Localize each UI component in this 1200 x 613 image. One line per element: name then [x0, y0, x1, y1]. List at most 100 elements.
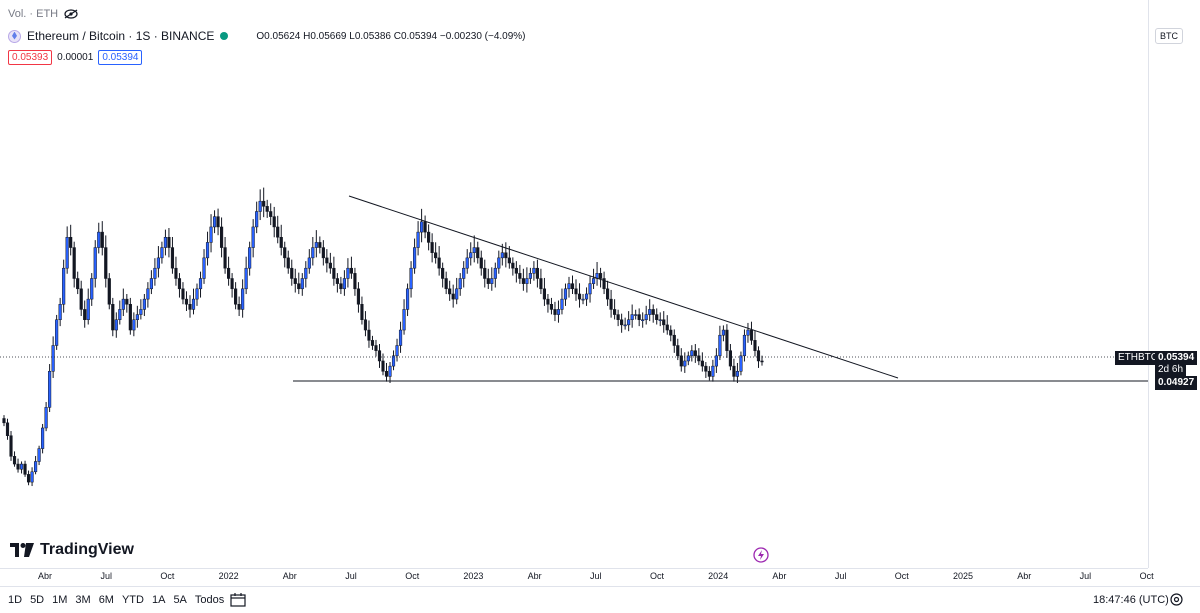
market-open-icon — [220, 32, 229, 40]
ethereum-icon — [8, 29, 21, 43]
candle-up — [30, 471, 34, 483]
candle-down — [76, 278, 80, 290]
candle-up — [142, 298, 146, 310]
candle-up — [490, 278, 494, 284]
candle-up — [581, 298, 585, 301]
candle-up — [567, 283, 571, 290]
candle-up — [93, 247, 97, 279]
eye-off-icon[interactable] — [64, 9, 78, 19]
candle-down — [616, 314, 620, 320]
candle-up — [135, 314, 139, 320]
candle-down — [676, 345, 680, 357]
candle-down — [339, 283, 343, 290]
candle-down — [511, 262, 515, 269]
bid-ask-row: 0.05393 0.00001 0.05394 — [8, 50, 143, 65]
candle-down — [170, 247, 175, 269]
symbol-title[interactable]: Ethereum / Bitcoin · 1S · BINANCE — [27, 29, 215, 43]
lightning-icon[interactable] — [753, 547, 769, 563]
candle-up — [497, 257, 501, 269]
candle-down — [12, 456, 17, 465]
candle-up — [420, 221, 424, 233]
x-tick-label: 2023 — [463, 571, 483, 581]
sell-price-box[interactable]: 0.05393 — [8, 50, 53, 65]
candle-down — [451, 293, 455, 300]
candle-down — [353, 273, 357, 290]
x-tick-label: Oct — [160, 571, 175, 581]
candle-down — [637, 314, 641, 320]
candle-down — [609, 298, 613, 310]
candle-up — [462, 267, 466, 279]
candle-up — [714, 355, 718, 367]
candle-down — [704, 365, 708, 372]
candle-up — [202, 257, 206, 279]
candle-up — [630, 314, 634, 320]
candle-down — [265, 206, 269, 212]
candle-up — [560, 298, 564, 310]
price-axis[interactable] — [1148, 0, 1200, 568]
candle-down — [756, 350, 761, 362]
candle-down — [693, 350, 697, 357]
candle-up — [455, 288, 459, 300]
bottom-toolbar: 1D 5D 1M 3M 6M YTD 1A 5A Todos 18:47:46 … — [0, 586, 1200, 613]
candle-down — [349, 267, 354, 274]
candle-up — [465, 257, 469, 269]
currency-button[interactable]: BTC — [1155, 28, 1183, 44]
candle-up — [58, 304, 62, 320]
range-5a[interactable]: 5A — [173, 594, 187, 606]
settings-icon[interactable] — [1170, 593, 1183, 606]
candle-up — [244, 267, 248, 290]
x-tick-label: Oct — [405, 571, 420, 581]
clock[interactable]: 18:47:46 (UTC) — [1093, 594, 1169, 606]
range-1d[interactable]: 1D — [8, 594, 23, 606]
candle-down — [448, 288, 452, 295]
candle-down — [542, 288, 547, 300]
range-1a[interactable]: 1A — [151, 594, 166, 606]
candle-down — [507, 257, 511, 264]
candle-down — [598, 273, 603, 279]
candle-down — [276, 226, 280, 238]
candle-down — [384, 371, 389, 377]
candle-down — [535, 267, 539, 279]
candle-down — [188, 304, 192, 310]
buy-price-box[interactable]: 0.05394 — [98, 50, 143, 65]
candle-down — [360, 304, 364, 320]
candle-up — [160, 247, 164, 259]
candle-up — [149, 278, 153, 290]
time-axis[interactable] — [0, 568, 1148, 587]
tradingview-logo[interactable]: TradingView — [10, 541, 134, 559]
candle-up — [398, 329, 403, 346]
candle-up — [37, 448, 41, 462]
candle-down — [227, 267, 231, 279]
candle-up — [742, 334, 747, 357]
candle-down — [5, 422, 10, 436]
candle-down — [577, 293, 582, 300]
candle-up — [735, 371, 740, 377]
candle-down — [381, 360, 385, 372]
candle-down — [23, 463, 27, 475]
candle-down — [760, 360, 764, 363]
candle-down — [665, 324, 669, 331]
candle-up — [314, 242, 318, 248]
date-range-icon[interactable] — [230, 593, 246, 607]
range-1m[interactable]: 1M — [52, 594, 68, 606]
candle-down — [753, 340, 757, 351]
candle-up — [118, 309, 122, 320]
candle-down — [72, 247, 76, 279]
range-5d[interactable]: 5D — [30, 594, 45, 606]
range-3m[interactable]: 3M — [75, 594, 91, 606]
candle-up — [65, 237, 69, 269]
candle-down — [707, 371, 711, 377]
candle-down — [574, 288, 578, 295]
candle-up — [690, 350, 694, 357]
candle-down — [672, 334, 676, 346]
candle-down — [83, 309, 87, 320]
range-6m[interactable]: 6M — [98, 594, 114, 606]
candle-down — [2, 418, 6, 424]
x-axis-ticks: Abr Jul Oct 2022 Abr Jul Oct 2023 Abr Jul Oct 2024 A… — [38, 571, 1154, 581]
range-all[interactable]: Todos — [194, 594, 225, 606]
candle-up — [525, 278, 529, 284]
candle-down — [26, 474, 31, 483]
candle-down — [539, 278, 543, 290]
range-ytd[interactable]: YTD — [121, 594, 144, 606]
